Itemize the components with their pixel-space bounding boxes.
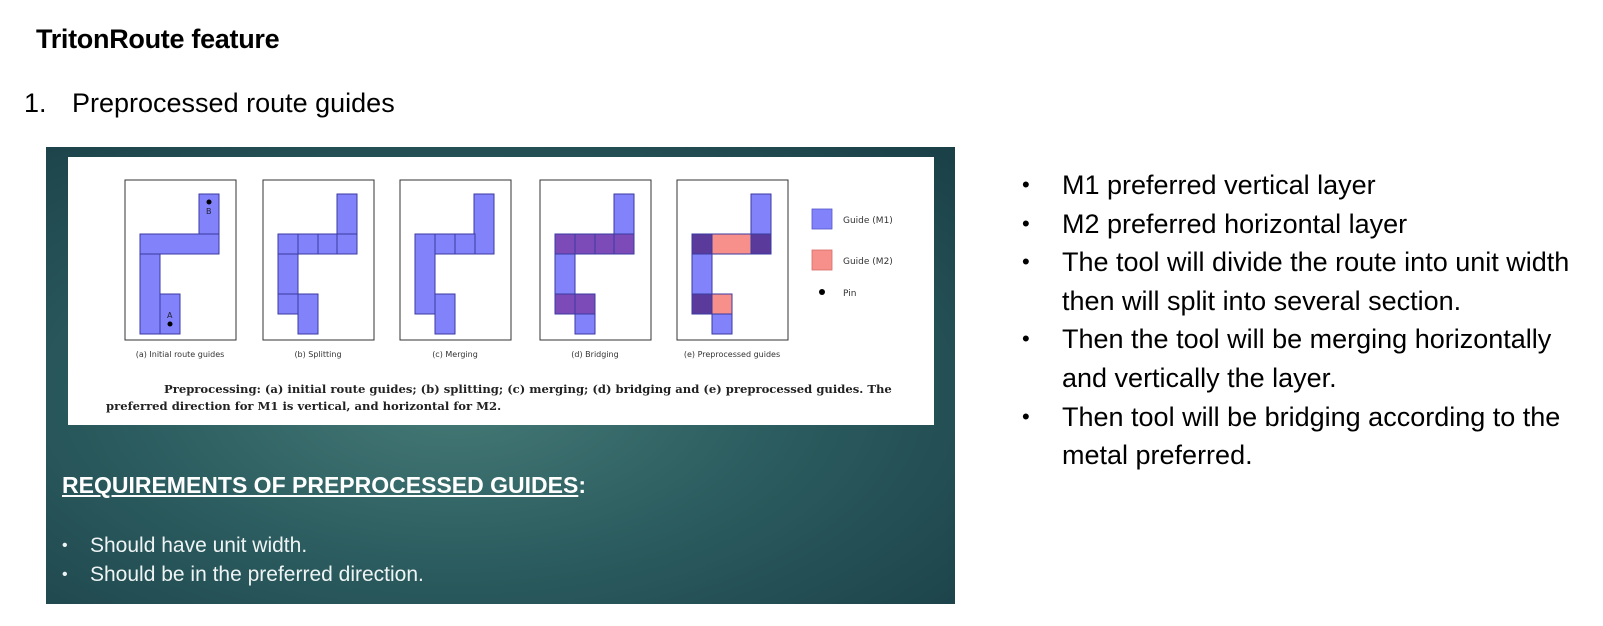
bullet-item: M2 preferred horizontal layer <box>1022 205 1582 244</box>
legend-label-pin: Pin <box>843 289 856 299</box>
guide-cell <box>691 293 713 315</box>
bullet-item: M1 preferred vertical layer <box>1022 166 1582 205</box>
panel-label: (a) Initial route guides <box>136 350 225 359</box>
pin-label-a: A <box>167 311 173 320</box>
guide-cell <box>574 313 596 335</box>
requirement-item: Should have unit width. <box>62 531 424 560</box>
guide-cell <box>277 233 299 255</box>
guide-cell <box>554 253 576 295</box>
guide-cell <box>691 233 713 255</box>
guide-cell <box>297 233 319 255</box>
section-heading: 1. Preprocessed route guides <box>24 88 395 119</box>
bullet-item: Then the tool will be merging horizontal… <box>1022 320 1582 397</box>
panel-merging: (c) Merging <box>399 179 512 359</box>
section-number: 1. <box>24 88 47 118</box>
guide-cell <box>317 233 339 255</box>
embedded-slide: B A (a) Initial route guides (b) Splitting (… <box>46 147 955 604</box>
requirements-heading: REQUIREMENTS OF PREPROCESSED GUIDES: <box>62 472 586 499</box>
panel-splitting: (b) Splitting <box>262 179 375 359</box>
guide-cell <box>691 253 713 295</box>
feature-bullets: M1 preferred vertical layer M2 preferred… <box>1022 166 1582 475</box>
guide-cell <box>414 233 436 315</box>
guide-cell <box>277 293 299 315</box>
guide-cell <box>434 233 456 255</box>
page-title: TritonRoute feature <box>36 24 280 54</box>
guide-cell <box>711 313 733 335</box>
guide-cell <box>297 293 319 335</box>
guide-cell <box>159 293 181 335</box>
legend: Guide (M1) Guide (M2) Pin <box>811 208 893 299</box>
guide-cell <box>454 233 476 255</box>
guide-cell <box>336 193 358 235</box>
panel-label: (c) Merging <box>432 350 478 359</box>
legend-label-m2: Guide (M2) <box>843 257 893 267</box>
guide-cell <box>277 253 299 295</box>
legend-swatch-m2 <box>811 249 833 271</box>
bullet-item: Then tool will be bridging according to … <box>1022 398 1582 475</box>
guide-cell <box>336 233 358 255</box>
legend-swatch-m1 <box>811 208 833 230</box>
requirement-item: Should be in the preferred direction. <box>62 560 424 589</box>
figure-panel: B A (a) Initial route guides (b) Splitting (… <box>68 157 934 425</box>
guide-cell <box>613 233 635 255</box>
panel-preprocessed: (e) Preprocessed guides <box>676 179 789 359</box>
guide-cell <box>594 233 616 255</box>
requirements-heading-text: REQUIREMENTS OF PREPROCESSED GUIDES <box>62 472 579 498</box>
panel-label: (e) Preprocessed guides <box>684 350 780 359</box>
guide-cell <box>574 293 596 315</box>
legend-pin-dot <box>819 289 825 295</box>
guide-cell <box>750 233 772 255</box>
figure-caption: Preprocessing: (a) initial route guides;… <box>106 382 892 413</box>
pin-label-b: B <box>206 207 212 216</box>
pin-b-dot <box>206 199 212 205</box>
pin-a-dot <box>167 321 173 327</box>
guide-cell <box>139 233 220 255</box>
route-guide-diagram: B A (a) Initial route guides (b) Splitting (… <box>124 179 893 359</box>
guide-cell <box>434 293 456 335</box>
guide-cell <box>613 193 635 235</box>
guide-cell <box>473 193 495 255</box>
panel-initial: B A (a) Initial route guides <box>124 179 237 359</box>
panel-label: (b) Splitting <box>294 350 341 359</box>
panel-bridging: (d) Bridging <box>539 179 652 359</box>
guide-cell <box>711 293 733 315</box>
guide-cell <box>750 193 772 235</box>
guide-cell <box>554 233 576 255</box>
guide-cell <box>574 233 596 255</box>
requirements-list: Should have unit width. Should be in the… <box>62 531 424 589</box>
legend-label-m1: Guide (M1) <box>843 216 893 226</box>
guide-cell <box>711 233 752 255</box>
guide-cell <box>139 253 161 335</box>
bullet-item: The tool will divide the route into unit… <box>1022 243 1582 320</box>
requirements-heading-colon: : <box>578 472 586 498</box>
guide-cell <box>554 293 576 315</box>
panel-label: (d) Bridging <box>571 350 618 359</box>
section-label: Preprocessed route guides <box>72 88 395 118</box>
